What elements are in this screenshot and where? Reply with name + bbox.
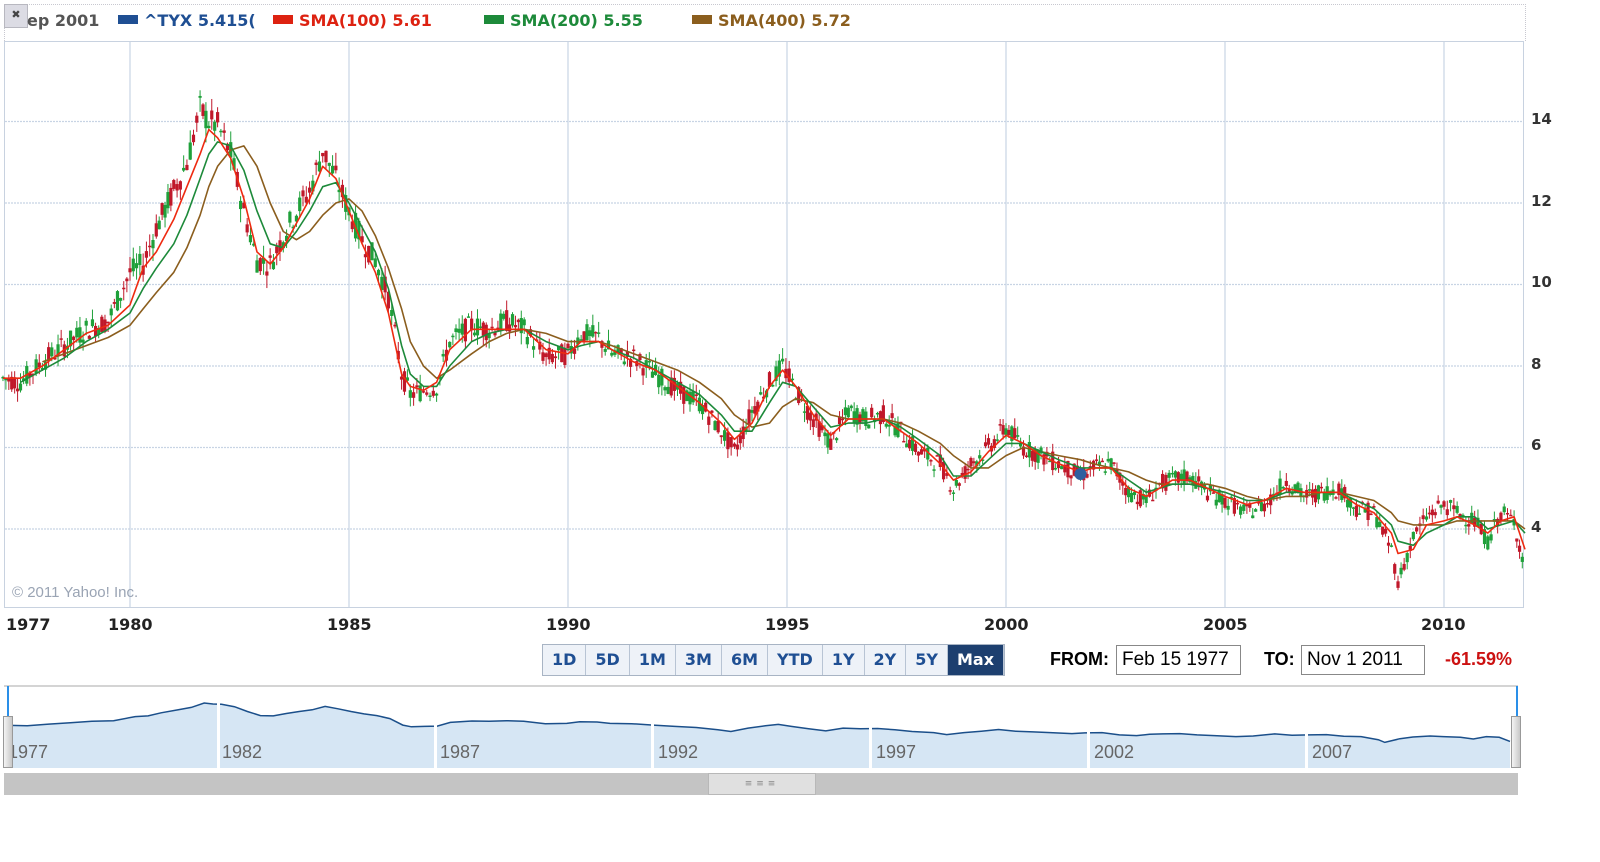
legend-sma400: SMA(400) 5.72 — [692, 11, 858, 30]
legend-sma100: SMA(100) 5.61 — [273, 11, 439, 30]
nav-left-handle[interactable] — [3, 716, 13, 768]
from-label: FROM: — [1050, 649, 1109, 669]
nav-year-1987: 1987 — [440, 742, 481, 762]
x-tick-2000: 2000 — [984, 615, 1029, 634]
main-chart-svg — [1, 42, 1526, 607]
x-tick-2010: 2010 — [1421, 615, 1466, 634]
main-chart-plot[interactable] — [4, 41, 1524, 608]
swatch-sma200 — [484, 15, 504, 24]
navigator-panel[interactable] — [4, 685, 1518, 771]
legend-sma200: SMA(200) 5.55 — [484, 11, 648, 30]
y-tick-6: 6 — [1531, 436, 1542, 454]
legend-sma200-label: SMA(200) 5.55 — [510, 11, 643, 30]
legend-sma400-label: SMA(400) 5.72 — [718, 11, 851, 30]
range-5y-button[interactable]: 5Y — [906, 645, 948, 675]
nav-year-1982: 1982 — [222, 742, 263, 762]
x-tick-1995: 1995 — [765, 615, 810, 634]
nav-year-2002: 2002 — [1094, 742, 1135, 762]
range-1d-button[interactable]: 1D — [543, 645, 587, 675]
y-tick-10: 10 — [1531, 273, 1552, 291]
nav-year-1977: 1977 — [8, 742, 49, 762]
grip-icon: ≡≡≡ — [744, 779, 780, 789]
close-legend-button[interactable]: ✖ — [4, 4, 28, 28]
swatch-sma100 — [273, 15, 293, 24]
to-label: TO: — [1264, 649, 1295, 669]
from-date-input[interactable] — [1116, 645, 1241, 675]
copyright: © 2011 Yahoo! Inc. — [12, 584, 139, 601]
range-6m-button[interactable]: 6M — [721, 645, 769, 675]
legend-sma100-label: SMA(100) 5.61 — [299, 11, 432, 30]
scrollbar-thumb[interactable]: ≡≡≡ — [708, 773, 816, 795]
range-2y-button[interactable]: 2Y — [864, 645, 907, 675]
range-1y-button[interactable]: 1Y — [822, 645, 865, 675]
y-tick-12: 12 — [1531, 192, 1552, 210]
legend-tyx-label: ^TYX 5.415( — [144, 11, 256, 30]
x-tick-1985: 1985 — [327, 615, 372, 634]
nav-year-1997: 1997 — [876, 742, 917, 762]
legend-tyx: ^TYX 5.415( — [118, 11, 260, 30]
range-selector: 1D 5D 1M 3M 6M YTD 1Y 2Y 5Y Max — [542, 644, 1006, 676]
nav-right-handle[interactable] — [1511, 716, 1521, 768]
y-tick-14: 14 — [1531, 110, 1552, 128]
range-3m-button[interactable]: 3M — [675, 645, 722, 675]
range-ytd-button[interactable]: YTD — [768, 645, 823, 675]
x-tick-1980: 1980 — [108, 615, 153, 634]
y-tick-4: 4 — [1531, 518, 1542, 536]
swatch-tyx — [118, 15, 138, 24]
to-date-input[interactable] — [1301, 645, 1425, 675]
range-1m-button[interactable]: 1M — [629, 645, 676, 675]
x-tick-1977: 1977 — [6, 615, 51, 634]
swatch-sma400 — [692, 15, 712, 24]
range-max-button[interactable]: Max — [947, 645, 1005, 675]
close-icon: ✖ — [11, 8, 21, 21]
nav-year-2007: 2007 — [1312, 742, 1353, 762]
range-5d-button[interactable]: 5D — [586, 645, 630, 675]
legend-date: ep 2001 — [27, 11, 99, 30]
x-tick-1990: 1990 — [546, 615, 591, 634]
x-tick-2005: 2005 — [1203, 615, 1248, 634]
change-percent: -61.59% — [1445, 649, 1513, 669]
nav-year-1992: 1992 — [658, 742, 699, 762]
y-tick-8: 8 — [1531, 355, 1542, 373]
